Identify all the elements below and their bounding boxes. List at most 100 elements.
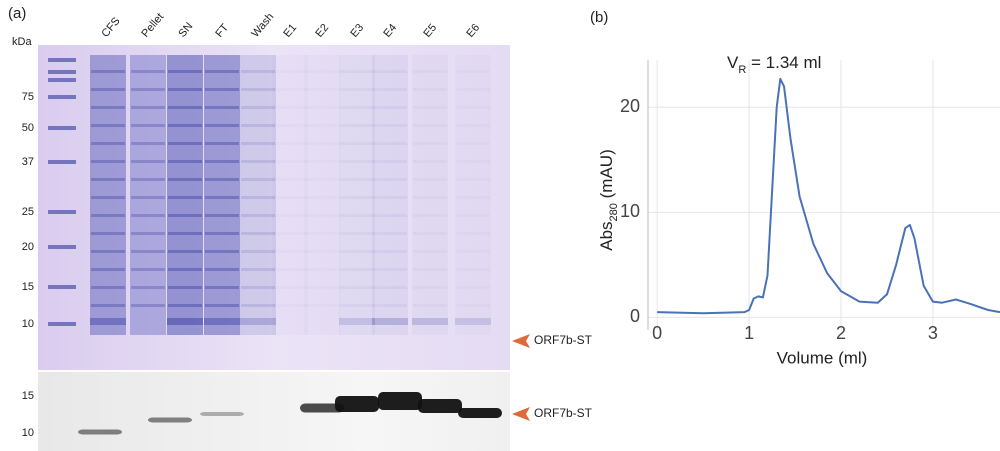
lane-band	[340, 70, 374, 73]
blot-band	[418, 399, 462, 413]
lane-band	[456, 70, 490, 73]
annotation-rest: = 1.34 ml	[746, 53, 821, 72]
lane-band	[241, 178, 275, 181]
lane-band	[340, 160, 374, 163]
lane-band	[373, 232, 407, 235]
lane-band	[241, 214, 275, 217]
ladder-band	[48, 245, 76, 249]
lane-band	[205, 268, 239, 271]
lane-band	[456, 160, 490, 163]
lane-label: E1	[281, 22, 299, 40]
lane-band	[373, 142, 407, 145]
lane-band	[91, 70, 125, 73]
lane-label: SN	[176, 20, 195, 39]
lane-band	[305, 304, 339, 307]
lane-band	[168, 250, 202, 253]
lane-band	[413, 250, 447, 253]
band-label: ORF7b-ST	[534, 333, 593, 347]
lane-band	[340, 232, 374, 235]
target-band	[412, 318, 448, 325]
lane-band	[273, 142, 307, 145]
lane-band	[456, 106, 490, 109]
blot-band	[458, 408, 502, 418]
lane-smear	[339, 55, 375, 335]
lane-band	[241, 286, 275, 289]
lane-band	[305, 232, 339, 235]
panel-label: (b)	[590, 9, 608, 26]
ladder-band	[48, 210, 76, 214]
lane-band	[131, 178, 165, 181]
lane-label: E3	[348, 22, 366, 40]
marker-label: 50	[22, 122, 34, 134]
lane-band	[168, 124, 202, 127]
lane-band	[305, 142, 339, 145]
lane-band	[456, 214, 490, 217]
lane-band	[413, 124, 447, 127]
lane-band	[131, 88, 165, 91]
lane-band	[340, 214, 374, 217]
ladder-band	[48, 322, 76, 326]
figure: (a) kDa ORF7b-ST ORF7b-ST (b) VR = 1.34 …	[0, 0, 1000, 451]
lane-band	[413, 142, 447, 145]
lane-band	[340, 142, 374, 145]
lane-smear	[240, 55, 276, 335]
marker-label: 37	[22, 156, 34, 168]
band-label: ORF7b-ST	[534, 406, 593, 420]
lane-band	[273, 88, 307, 91]
lane-band	[241, 196, 275, 199]
lane-band	[305, 214, 339, 217]
lane-band	[340, 268, 374, 271]
blot-band	[200, 412, 244, 416]
lane-band	[305, 70, 339, 73]
lane-band	[91, 232, 125, 235]
lane-band	[373, 286, 407, 289]
lane-band	[413, 304, 447, 307]
lane-band	[305, 196, 339, 199]
lane-band	[91, 124, 125, 127]
lane-band	[91, 160, 125, 163]
lane-band	[168, 106, 202, 109]
lane-band	[273, 106, 307, 109]
lane-band	[373, 70, 407, 73]
lane-band	[273, 214, 307, 217]
lane-band	[91, 88, 125, 91]
lane-smear	[372, 55, 408, 335]
lane-band	[456, 88, 490, 91]
y-tick-label: 10	[620, 201, 640, 221]
lane-band	[205, 196, 239, 199]
lane-band	[205, 142, 239, 145]
lane-band	[413, 70, 447, 73]
lane-band	[91, 304, 125, 307]
lane-band	[241, 142, 275, 145]
lane-label: E2	[313, 22, 331, 40]
target-band	[167, 318, 203, 325]
x-tick-label: 0	[652, 323, 662, 343]
lane-band	[305, 88, 339, 91]
lane-band	[340, 304, 374, 307]
ladder-band	[48, 95, 76, 99]
lane-smear	[455, 55, 491, 335]
lane-band	[131, 160, 165, 163]
lane-band	[131, 70, 165, 73]
lane-band	[205, 106, 239, 109]
lane-smear	[130, 55, 166, 335]
lane-band	[456, 232, 490, 235]
lane-band	[413, 106, 447, 109]
lane-band	[373, 106, 407, 109]
lane-band	[131, 124, 165, 127]
lane-band	[168, 88, 202, 91]
lane-band	[456, 268, 490, 271]
lane-band	[131, 268, 165, 271]
lane-band	[91, 196, 125, 199]
lane-band	[413, 232, 447, 235]
lane-band	[131, 106, 165, 109]
lane-smear	[304, 55, 340, 335]
lane-smear	[272, 55, 308, 335]
lane-band	[456, 124, 490, 127]
lane-band	[131, 304, 165, 307]
lane-band	[205, 250, 239, 253]
lane-band	[273, 304, 307, 307]
lane-band	[340, 178, 374, 181]
ladder-band	[48, 70, 76, 74]
lane-band	[305, 250, 339, 253]
